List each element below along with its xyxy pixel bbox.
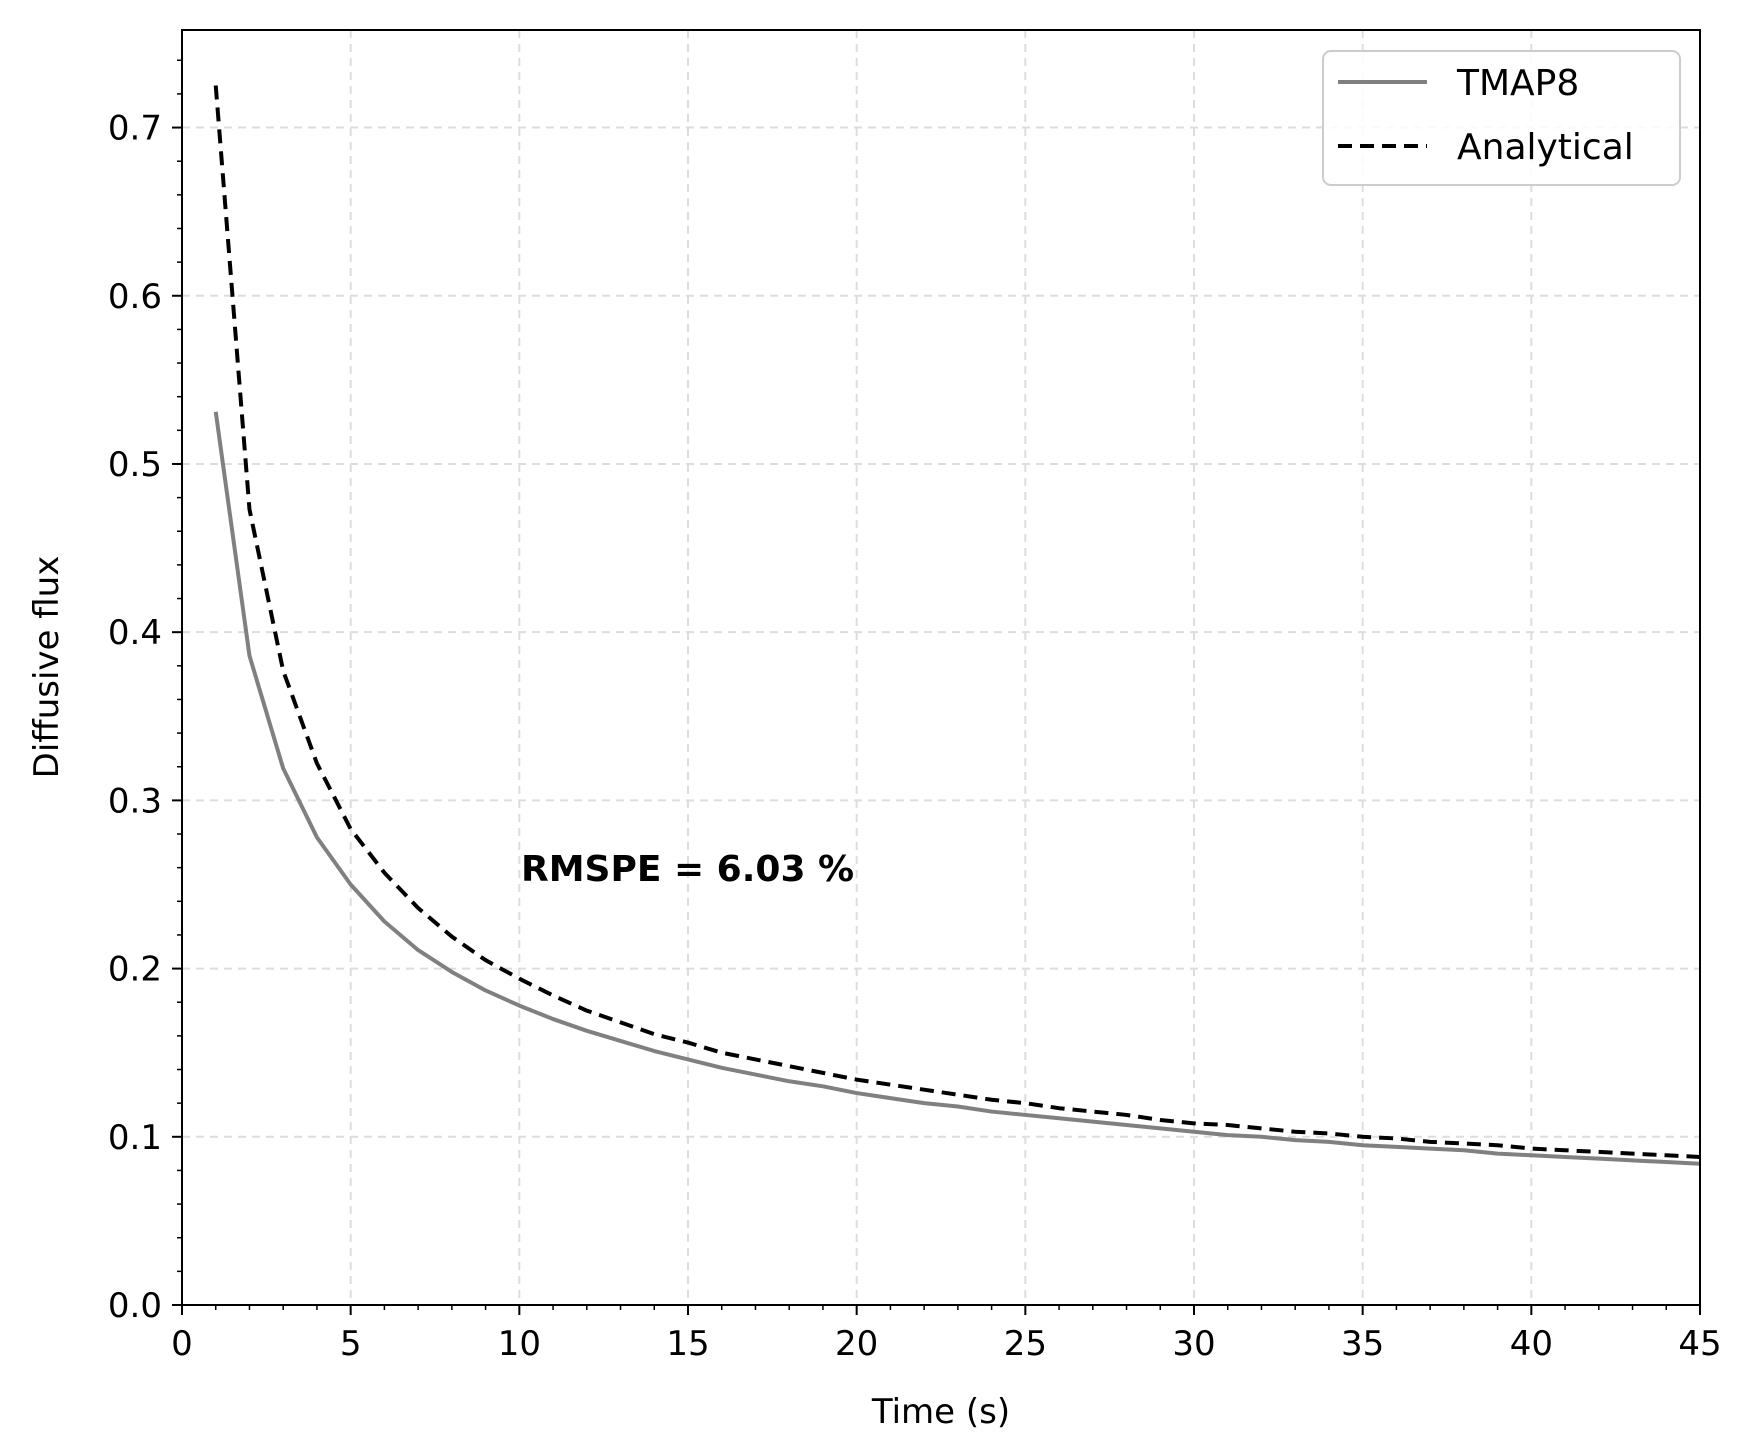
y-tick-label: 0.5 [108,445,162,485]
series-line-tmap8 [213,411,1701,1166]
x-axis: 0 5 10 15 20 25 30 35 40 45 [171,1305,1722,1364]
legend-box [1322,50,1681,186]
x-tick-label: 15 [666,1324,709,1364]
x-tick-label: 45 [1678,1324,1721,1364]
y-tick-label: 0.6 [108,277,162,317]
x-tick-label: 0 [171,1324,193,1364]
y-axis: 0.0 0.1 0.2 0.3 0.4 0.5 0.6 0.7 [108,59,182,1326]
rmspe-annotation: RMSPE = 6.03 % [521,849,854,890]
x-tick-label: 5 [340,1324,362,1364]
legend-label-analytical: Analytical [1457,127,1634,168]
y-tick-label: 0.1 [108,1118,162,1158]
x-axis-label: Time (s) [871,1392,1010,1432]
x-tick-label: 25 [1004,1324,1047,1364]
y-tick-label: 0.7 [108,109,162,149]
y-tick-label: 0.2 [108,950,162,990]
x-tick-label: 10 [498,1324,541,1364]
grid-lines [182,30,1700,1305]
y-tick-label: 0.3 [108,781,162,821]
x-tick-label: 20 [835,1324,878,1364]
series-layer [213,85,1701,1166]
series-line-analytical [213,85,1701,1159]
x-tick-label: 30 [1172,1324,1215,1364]
legend-label-tmap8: TMAP8 [1456,63,1579,104]
x-tick-label: 40 [1510,1324,1553,1364]
y-tick-label: 0.0 [108,1286,162,1326]
plot-frame [181,29,1701,1306]
y-tick-label: 0.4 [108,613,162,653]
legend: TMAP8 Analytical [1322,50,1681,186]
x-tick-label: 35 [1341,1324,1384,1364]
y-axis-label: Diffusive flux [27,556,67,779]
